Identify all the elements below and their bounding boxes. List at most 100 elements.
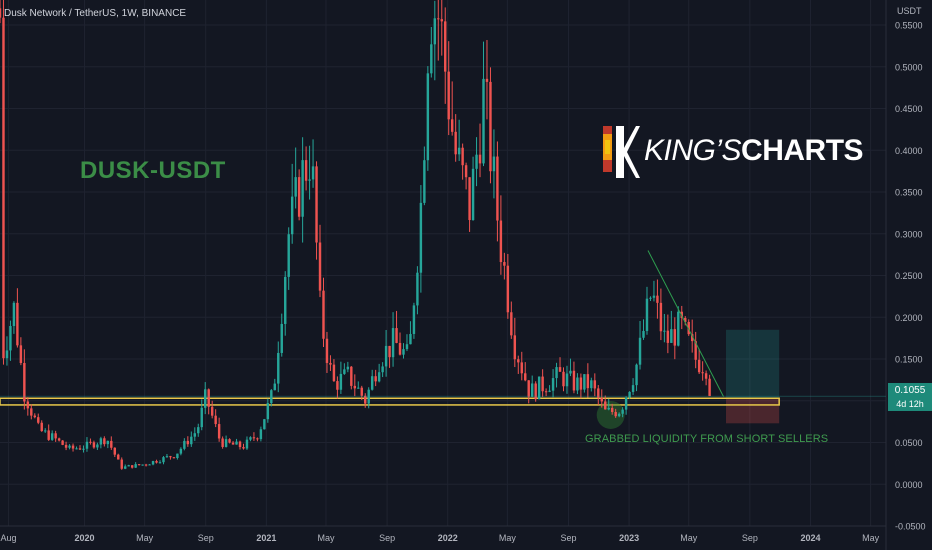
stop-zone (725, 398, 780, 424)
candle-body (186, 440, 190, 445)
candle-body (621, 409, 624, 414)
candle-body (482, 78, 485, 164)
candle-body (61, 440, 64, 445)
candle-body (144, 464, 148, 466)
candle-body (37, 417, 40, 423)
trendline (647, 250, 724, 397)
candle-body (346, 366, 350, 370)
candle-body (252, 437, 256, 439)
candle-body (624, 397, 628, 410)
candle-body (0, 8, 2, 18)
candle-body (82, 448, 85, 450)
candle-body (499, 220, 503, 263)
axis-unit-label: USDT (897, 6, 922, 16)
y-tick-label: 0.5500 (895, 21, 923, 31)
candle-body (57, 438, 61, 441)
candle-body (33, 415, 37, 418)
candle-body (649, 297, 652, 299)
x-tick-label: May (680, 533, 698, 543)
x-tick-label: Sep (742, 533, 758, 543)
candle-body (200, 407, 203, 428)
brand-name: KING’SCHARTS (644, 134, 864, 168)
candle-body (423, 160, 426, 203)
candle-body (642, 330, 645, 338)
candle-body (402, 349, 405, 355)
candle-body (471, 168, 475, 221)
x-tick-label: 2022 (438, 533, 458, 543)
candle-body (193, 433, 197, 437)
candle-body (673, 329, 677, 346)
candle-body (103, 438, 106, 445)
candle-body (12, 302, 16, 327)
candle-body (113, 447, 117, 455)
candle-body (412, 305, 416, 334)
candle-body (374, 376, 377, 382)
candle-body (548, 390, 551, 392)
candle-body (398, 342, 402, 355)
candle-body (464, 165, 468, 178)
candle-body (604, 401, 607, 410)
candle-body (235, 441, 238, 445)
candle-body (315, 166, 318, 243)
candle-body (437, 18, 440, 20)
candle-body (214, 415, 217, 425)
x-tick-label: May (136, 533, 154, 543)
candle-body (256, 438, 259, 440)
candle-body (19, 345, 23, 363)
candle-body (89, 441, 92, 443)
x-tick-label: 2023 (619, 533, 639, 543)
candle-body (71, 445, 75, 449)
candle-body (614, 411, 617, 417)
candle-body (270, 390, 273, 404)
profit-zone (725, 329, 780, 399)
candle-body (110, 440, 113, 448)
candle-body (325, 338, 329, 363)
candle-body (148, 464, 151, 466)
candle-body (506, 265, 510, 313)
candle-body (440, 19, 443, 22)
candle-body (68, 445, 71, 448)
candle-body (263, 419, 266, 430)
candle-body (534, 383, 537, 400)
candle-body (75, 448, 78, 450)
candle-body (158, 462, 162, 464)
candle-body (304, 160, 308, 181)
candle-body (336, 381, 339, 390)
candle-body (353, 385, 357, 389)
candle-body (419, 202, 423, 273)
brand-logo: KING’SCHARTS (600, 122, 864, 182)
x-tick-label: Sep (198, 533, 214, 543)
support-zone (0, 397, 780, 406)
candle-body (670, 329, 673, 343)
candle-body (50, 433, 54, 440)
candle-body (684, 318, 687, 322)
candle-body (332, 364, 336, 382)
candle-body (510, 312, 513, 336)
candle-body (704, 373, 708, 379)
x-tick-label: Sep (379, 533, 395, 543)
y-tick-label: 0.3000 (895, 229, 923, 239)
candle-body (395, 328, 398, 343)
candle-body (384, 345, 388, 367)
candle-body (583, 374, 586, 390)
candle-body (169, 456, 172, 458)
candle-body (447, 71, 450, 120)
candle-body (245, 439, 249, 449)
x-tick-label: May (499, 533, 517, 543)
candle-body (638, 337, 642, 365)
y-tick-label: 0.1500 (895, 355, 923, 365)
liquidity-annotation: GRABBED LIQUIDITY FROM SHORT SELLERS (585, 433, 829, 445)
candle-body (450, 119, 454, 132)
candle-body (597, 388, 600, 398)
candle-body (155, 461, 158, 463)
candle-body (273, 383, 277, 391)
candle-body (565, 373, 569, 387)
candle-body (78, 448, 82, 450)
candle-body (628, 391, 631, 398)
candle-body (551, 378, 555, 391)
candle-body (513, 335, 517, 360)
candle-body (485, 78, 489, 82)
candle-body (503, 262, 506, 266)
candle-body (360, 387, 363, 396)
